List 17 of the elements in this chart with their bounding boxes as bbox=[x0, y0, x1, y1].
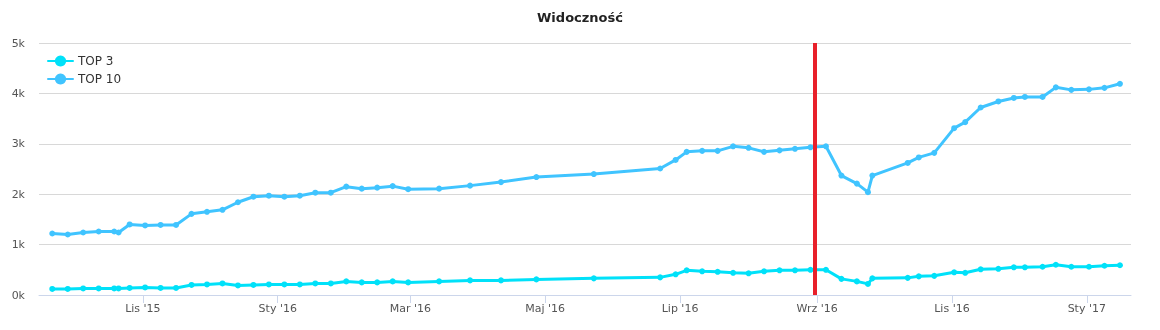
x-tick-label: Maj '16 bbox=[525, 302, 566, 315]
x-tick-label: Lis '15 bbox=[125, 302, 161, 315]
legend-label: TOP 10 bbox=[77, 72, 122, 86]
x-tick-label: Sty '17 bbox=[1067, 302, 1106, 315]
legend-label: TOP 3 bbox=[77, 54, 114, 68]
x-tick-label: Lip '16 bbox=[661, 302, 699, 315]
x-tick-label: Lis '16 bbox=[934, 302, 970, 315]
y-tick-label: 2k bbox=[11, 187, 26, 201]
y-tick-label: 3k bbox=[11, 137, 26, 151]
y-tick-label: 4k bbox=[11, 86, 26, 100]
y-tick-label: 1k bbox=[11, 238, 26, 252]
x-tick-label: Mar '16 bbox=[389, 302, 432, 315]
y-tick-label: 5k bbox=[11, 36, 26, 50]
chart-title: Widoczność bbox=[537, 10, 624, 25]
y-tick-label: 0k bbox=[11, 288, 26, 302]
x-tick-label: Wrz '16 bbox=[796, 302, 838, 315]
x-tick-label: Sty '16 bbox=[258, 302, 297, 315]
